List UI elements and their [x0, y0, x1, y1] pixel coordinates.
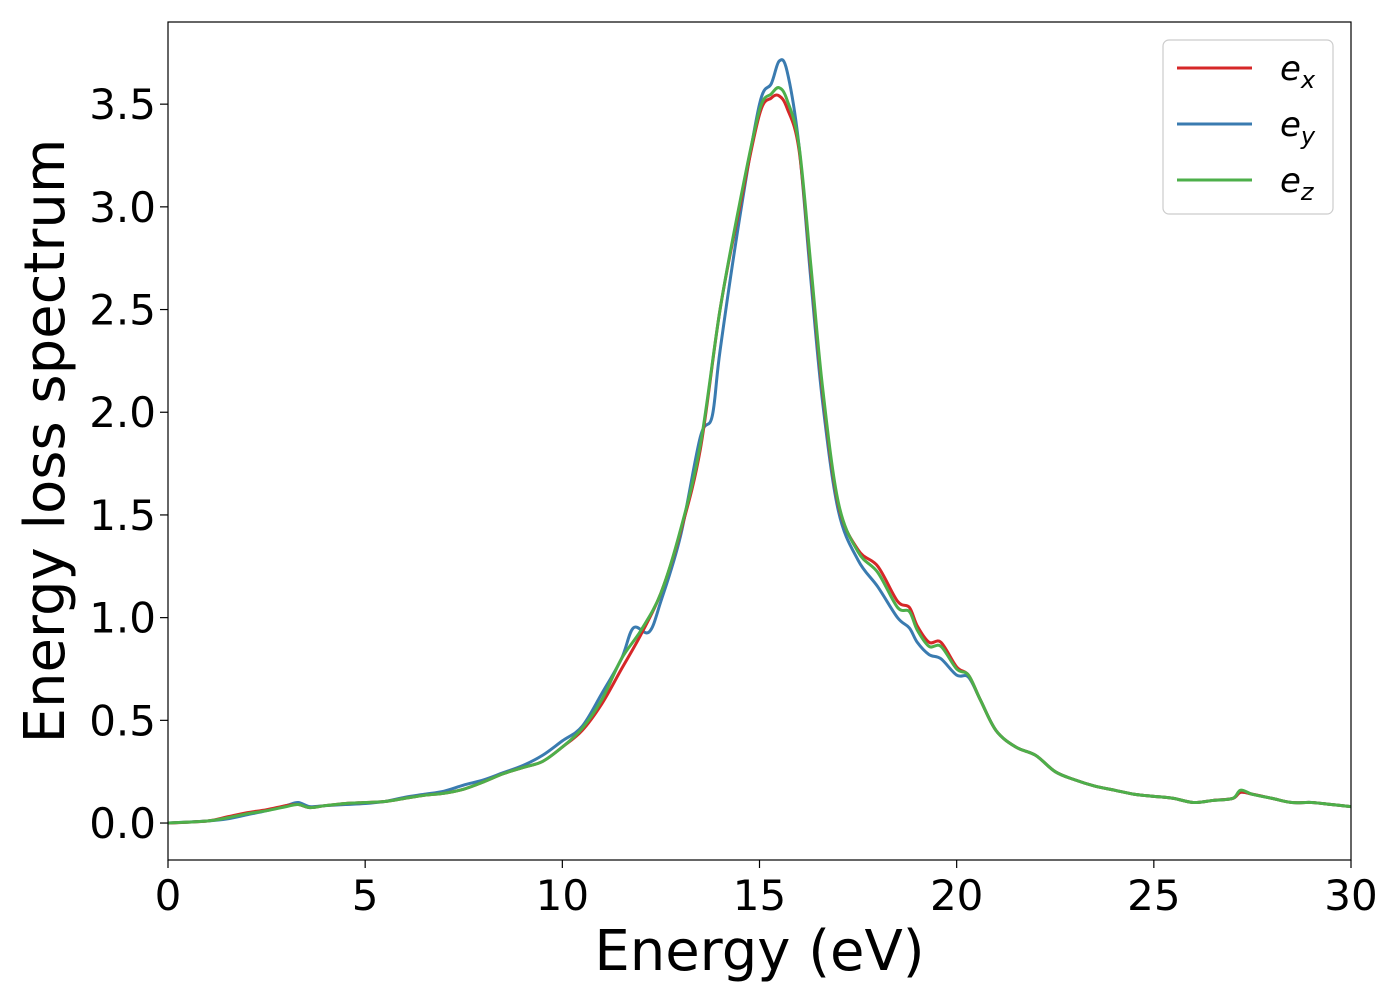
y-tick-label: 2.5 [89, 286, 156, 335]
series-line-ez [168, 86, 1351, 825]
y-axis-ticks: 0.0 0.5 1.0 1.5 2.0 2.5 3.0 3.5 [89, 80, 168, 848]
y-tick-label: 1.5 [89, 491, 156, 540]
x-tick-label: 25 [1127, 871, 1180, 920]
series-layer [168, 58, 1351, 825]
legend-subscript: y [1300, 122, 1316, 150]
legend-subscript: x [1300, 66, 1316, 94]
y-axis-label: Energy loss spectrum [13, 139, 78, 744]
x-tick-label: 30 [1324, 871, 1377, 920]
x-tick-label: 0 [155, 871, 182, 920]
y-tick-label: 0.5 [89, 696, 156, 745]
x-axis-label: Energy (eV) [594, 919, 924, 984]
y-tick-label: 2.0 [89, 388, 156, 437]
legend-subscript: z [1300, 178, 1315, 206]
x-tick-label: 5 [352, 871, 379, 920]
y-tick-label: 1.0 [89, 594, 156, 643]
x-tick-label: 15 [733, 871, 786, 920]
y-tick-label: 3.0 [89, 183, 156, 232]
y-tick-label: 0.0 [89, 799, 156, 848]
x-axis-ticks: 0 5 10 15 20 25 30 [155, 860, 1378, 920]
x-tick-label: 10 [536, 871, 589, 920]
y-tick-label: 3.5 [89, 80, 156, 129]
x-tick-label: 20 [930, 871, 983, 920]
legend-box [1162, 39, 1334, 215]
